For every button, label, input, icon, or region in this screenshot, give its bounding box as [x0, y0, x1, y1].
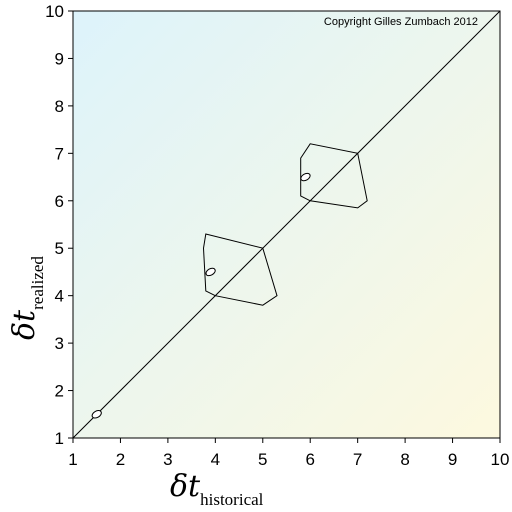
y-tick-label: 6 — [55, 192, 64, 211]
data-point — [205, 267, 216, 277]
contour-4-5 — [202, 233, 278, 306]
diagonal-line — [72, 10, 501, 439]
data-point — [91, 410, 102, 419]
copyright-annotation: Copyright Gilles Zumbach 2012 — [324, 16, 478, 28]
y-tick-label: 10 — [45, 2, 64, 21]
x-tick-label: 4 — [211, 450, 220, 469]
x-tick-label: 5 — [258, 450, 267, 469]
x-tick-label: 10 — [491, 450, 510, 469]
x-tick-label: 8 — [400, 450, 409, 469]
y-axis-label: δtrealized — [7, 256, 47, 340]
x-tick-label: 3 — [163, 450, 172, 469]
x-tick-label: 7 — [353, 450, 362, 469]
y-tick-label: 5 — [55, 239, 64, 258]
x-axis-label-symbol: δt — [170, 469, 201, 504]
x-axis-label-subscript: historical — [200, 490, 264, 509]
y-tick-label: 1 — [55, 429, 64, 448]
x-tick-label: 9 — [448, 450, 457, 469]
y-tick-label: 2 — [55, 382, 64, 401]
x-tick-label: 6 — [305, 450, 314, 469]
x-tick-label: 1 — [68, 450, 77, 469]
y-tick-label: 9 — [55, 49, 64, 68]
y-tick-label: 8 — [55, 97, 64, 116]
y-axis: 1 2 3 4 5 6 7 8 9 10 — [45, 2, 73, 448]
y-tick-label: 3 — [55, 334, 64, 353]
contours — [202, 143, 368, 306]
contour-6-7 — [300, 143, 368, 209]
data-points — [91, 172, 311, 419]
y-axis-label-subscript: realized — [28, 256, 47, 310]
x-axis-label: δthistorical — [170, 469, 264, 509]
y-axis-label-symbol: δt — [7, 309, 42, 340]
data-point — [300, 172, 311, 182]
x-axis: 1 2 3 4 5 6 7 8 9 10 — [68, 438, 509, 469]
y-tick-label: 4 — [55, 287, 64, 306]
y-tick-label: 7 — [55, 144, 64, 163]
x-tick-label: 2 — [116, 450, 125, 469]
